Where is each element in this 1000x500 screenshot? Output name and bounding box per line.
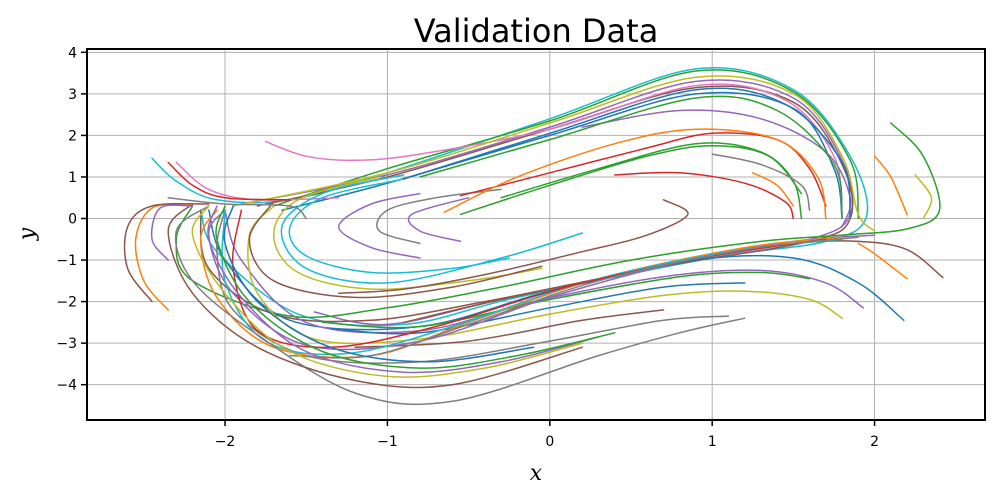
trajectory-line	[337, 192, 421, 259]
trajectory-line	[215, 205, 616, 369]
trajectory-line	[240, 79, 854, 326]
trajectory-line	[873, 155, 908, 216]
y-tick-label: 4	[68, 45, 77, 61]
trajectory-line	[223, 205, 535, 363]
trajectory-line	[614, 171, 795, 220]
trajectory-line	[857, 242, 908, 280]
y-tick-label: −3	[56, 336, 77, 352]
trajectory-line	[329, 282, 746, 335]
x-tick-label: −1	[377, 434, 398, 450]
trajectory-line	[280, 174, 584, 284]
trajectory-line	[402, 87, 851, 218]
y-tick-label: −4	[56, 378, 77, 394]
trajectory-line	[407, 196, 470, 243]
trajectory-line	[459, 145, 803, 216]
trajectory-line	[174, 205, 746, 406]
trajectory-line	[151, 67, 869, 327]
trajectory-line	[247, 205, 843, 345]
trajectory-line	[167, 203, 584, 389]
trajectory-line	[288, 178, 510, 274]
y-tick-label: 1	[68, 170, 77, 186]
chart-title: Validation Data	[414, 12, 659, 50]
trajectory-line	[175, 161, 340, 201]
grid-lines	[87, 49, 985, 420]
trajectory-line	[191, 205, 584, 378]
trajectory-line	[248, 201, 543, 299]
y-tick-label: −1	[56, 253, 77, 269]
x-tick-label: −2	[215, 434, 236, 450]
trajectory-line	[581, 109, 852, 228]
trajectory-line	[264, 83, 843, 216]
trajectory-line	[711, 153, 811, 211]
trajectory-line	[208, 209, 876, 351]
y-tick-label: 2	[68, 128, 77, 144]
x-tick-label: 2	[870, 434, 879, 450]
y-tick-label: 3	[68, 87, 77, 103]
trajectory-line	[221, 209, 843, 356]
trajectory-line	[150, 204, 194, 261]
trajectory-line	[419, 95, 843, 218]
trajectory-line	[289, 236, 860, 359]
y-tick-label: −2	[56, 295, 77, 311]
x-tick-label: 1	[708, 434, 717, 450]
y-tick-label: 0	[68, 212, 77, 228]
x-axis-ticks: −2 −1 0 1 2	[215, 420, 879, 450]
trajectory-line	[199, 209, 843, 359]
y-axis-label: y	[15, 227, 40, 241]
trajectory-line	[443, 128, 827, 220]
trajectory-line	[167, 161, 291, 201]
trajectory-line	[321, 271, 811, 329]
trajectory-line	[272, 176, 543, 291]
x-axis-label: x	[530, 461, 543, 486]
trajectory-line	[376, 188, 502, 245]
trajectory-line	[281, 91, 843, 220]
x-tick-label: 0	[545, 434, 554, 450]
trajectory-line	[208, 209, 905, 331]
trajectories	[123, 67, 944, 406]
trajectory-line	[175, 122, 941, 319]
trajectory-line	[500, 142, 803, 220]
trajectory-line	[354, 309, 665, 349]
trajectory-line	[123, 202, 210, 303]
trajectory-line	[167, 196, 307, 220]
trajectory-line	[752, 172, 795, 207]
trajectory-line	[914, 174, 933, 220]
trajectory-line	[199, 209, 944, 323]
y-axis-ticks: −4 −3 −2 −1 0 1 2 3 4	[56, 45, 87, 394]
trajectory-line	[459, 132, 827, 207]
trajectory-line	[232, 75, 876, 232]
trajectory-line	[337, 199, 689, 295]
trajectory-line	[272, 69, 860, 220]
trajectory-line	[207, 205, 600, 374]
plot-frame	[86, 48, 986, 421]
